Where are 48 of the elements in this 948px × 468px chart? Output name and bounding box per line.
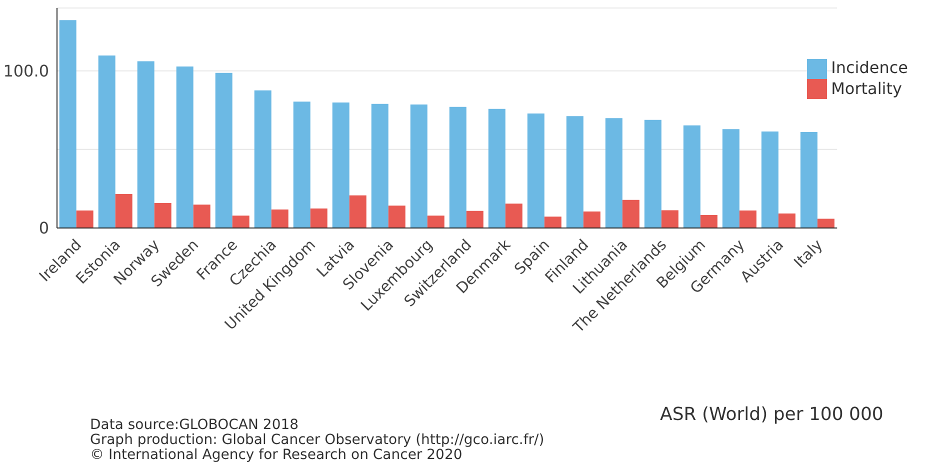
source-note: Data source:GLOBOCAN 2018 bbox=[90, 417, 300, 433]
bar bbox=[59, 20, 76, 228]
bar bbox=[293, 102, 310, 228]
bar bbox=[739, 210, 756, 228]
bar bbox=[137, 61, 154, 228]
bar bbox=[488, 108, 506, 228]
bar bbox=[605, 118, 622, 228]
text: © International Agency for Research on Cancer 2020 bbox=[90, 447, 464, 463]
bar bbox=[349, 195, 366, 228]
bar bbox=[544, 216, 562, 228]
bar bbox=[98, 55, 116, 228]
bar bbox=[271, 209, 288, 228]
y-tick-label: 0 bbox=[38, 218, 49, 238]
bar bbox=[661, 210, 678, 228]
bar bbox=[176, 66, 194, 228]
bar bbox=[427, 216, 444, 228]
bar bbox=[310, 208, 328, 228]
bar bbox=[232, 216, 250, 228]
bar bbox=[778, 214, 796, 228]
bar bbox=[449, 106, 466, 228]
bar bbox=[388, 206, 406, 228]
bar bbox=[761, 132, 778, 228]
text: Graph production: Global Cancer Observatory (http://gco.iarc.fr/) bbox=[90, 432, 544, 448]
bar bbox=[154, 203, 172, 228]
legend-label: Mortality bbox=[831, 78, 902, 98]
text: ASR (World) per 100 000 bbox=[660, 404, 884, 425]
bar bbox=[527, 113, 544, 228]
bar bbox=[410, 104, 428, 228]
bar bbox=[371, 104, 388, 228]
legend-label: Incidence bbox=[831, 58, 908, 77]
bar bbox=[644, 120, 662, 228]
bar bbox=[566, 116, 584, 228]
bar bbox=[622, 200, 640, 228]
bar bbox=[583, 212, 600, 228]
bar bbox=[215, 72, 232, 228]
bar bbox=[817, 218, 834, 228]
bar bbox=[115, 194, 132, 228]
y-tick-label: 100.0 bbox=[3, 62, 49, 81]
bar bbox=[505, 204, 522, 228]
bar bbox=[193, 204, 210, 228]
bar bbox=[683, 125, 700, 228]
bar bbox=[722, 129, 740, 228]
bar bbox=[700, 214, 718, 228]
bar bbox=[254, 90, 272, 228]
bar bbox=[76, 210, 94, 228]
bar bbox=[466, 210, 484, 228]
bar bbox=[332, 102, 350, 228]
bar bbox=[800, 132, 818, 228]
